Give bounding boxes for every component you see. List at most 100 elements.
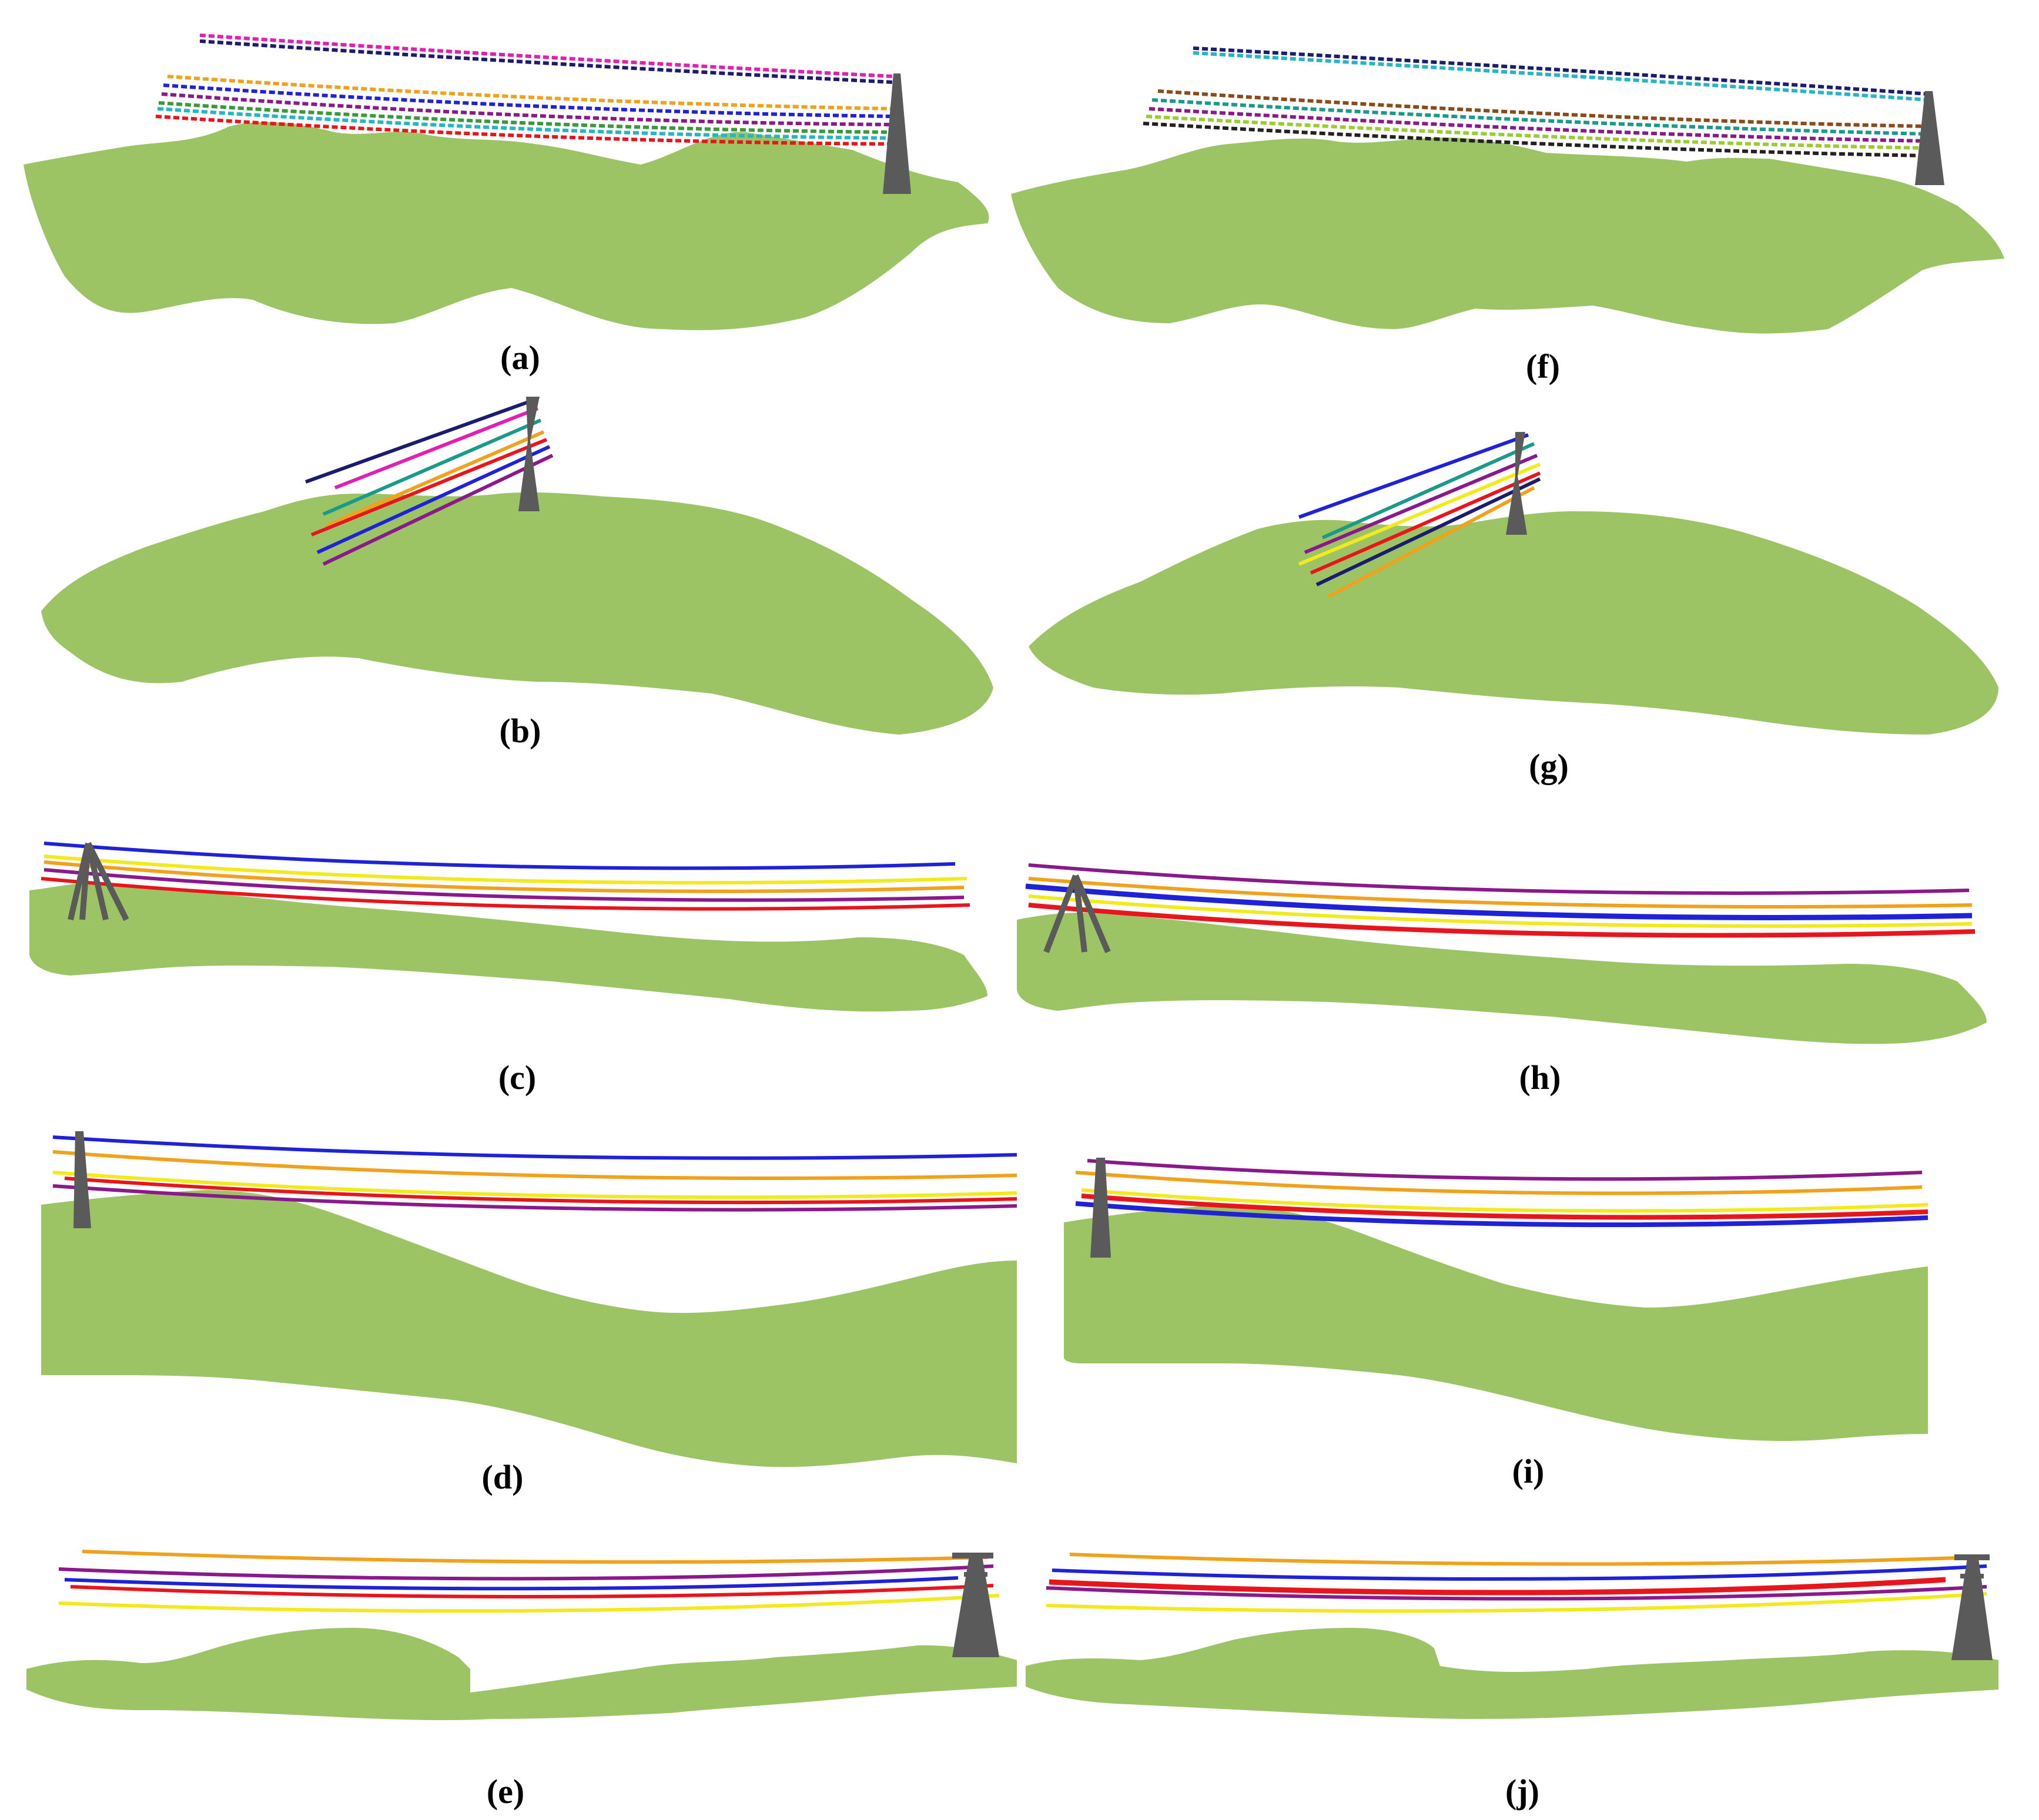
ground-point-cloud: [1029, 511, 1998, 735]
caption-c: (c): [498, 1058, 537, 1097]
ground-point-cloud: [26, 1628, 1017, 1721]
wire: [155, 115, 894, 146]
panel-h: (h): [1011, 846, 2022, 1122]
wire: [167, 75, 894, 110]
wire: [1069, 1553, 1976, 1566]
wire: [325, 430, 545, 528]
wire: [158, 101, 894, 134]
wire: [1028, 903, 1976, 938]
wire: [1075, 1201, 1928, 1228]
wire: [1157, 89, 1928, 128]
caption-g: (g): [1529, 747, 1569, 785]
wires: [1025, 863, 1976, 938]
transmission-tower-icon: [1506, 432, 1527, 535]
wire: [64, 1576, 959, 1591]
ground-point-cloud: [24, 122, 989, 330]
wire: [1315, 477, 1541, 586]
wires: [1143, 46, 1928, 157]
wire: [82, 1550, 988, 1564]
ground-point-cloud: [41, 1190, 1017, 1467]
wire: [52, 1135, 1017, 1160]
wire: [163, 83, 894, 118]
wire: [1151, 98, 1928, 136]
wire: [322, 454, 554, 566]
wire: [310, 438, 548, 537]
panel-i: (i): [1058, 1140, 1975, 1504]
panel-g: (g): [1023, 411, 2022, 799]
wire: [1146, 115, 1928, 150]
panel-f-scene: [1011, 46, 2004, 334]
wire: [1143, 122, 1928, 157]
wire: [1298, 433, 1529, 519]
panel-e: (e): [24, 1540, 1023, 1816]
transmission-tower-icon: [73, 1131, 91, 1228]
wire: [1081, 1188, 1928, 1213]
wire: [58, 1594, 1000, 1613]
wire: [1087, 1159, 1923, 1181]
panel-b-scene: [41, 397, 993, 735]
ground-point-cloud: [1026, 1628, 1998, 1719]
wires: [58, 1550, 1000, 1613]
panel-i-scene: [1064, 1158, 1928, 1441]
ground-point-cloud: [41, 492, 993, 735]
caption-d: (d): [481, 1458, 524, 1496]
wires: [52, 1135, 1017, 1212]
wire: [43, 860, 965, 893]
panel-c: (c): [24, 820, 1011, 1108]
wires: [41, 842, 970, 911]
transmission-tower-icon: [1915, 91, 1944, 185]
wire: [1046, 1592, 1987, 1613]
caption-b: (b): [499, 712, 541, 750]
wire: [1321, 442, 1535, 539]
caption-f: (f): [1526, 347, 1560, 386]
panel-j-scene: [1026, 1553, 1998, 1719]
wires: [1298, 433, 1541, 598]
wire: [1028, 877, 1973, 909]
wire: [1327, 486, 1535, 598]
wire: [304, 398, 536, 484]
caption-e: (e): [486, 1772, 525, 1811]
panel-d-scene: [41, 1131, 1017, 1467]
transmission-tower-icon: [1951, 1554, 1993, 1660]
wire: [1025, 883, 1973, 920]
wire: [1028, 894, 1973, 928]
panel-h-scene: [1017, 863, 1987, 1044]
wire: [1075, 1171, 1923, 1195]
wire: [43, 842, 956, 870]
panel-e-scene: [26, 1550, 1017, 1721]
wire: [334, 407, 539, 490]
panel-c-scene: [29, 842, 987, 1012]
transmission-tower-icon: [1090, 1158, 1111, 1258]
wire: [52, 1150, 1017, 1180]
transmission-tower-icon: [1043, 874, 1111, 953]
caption-j: (j): [1505, 1772, 1539, 1811]
wire: [199, 33, 894, 78]
wires: [304, 398, 554, 566]
transmission-tower-icon: [518, 397, 540, 511]
wire: [1052, 1564, 1987, 1581]
panel-g-scene: [1029, 432, 1998, 735]
ground-point-cloud: [29, 882, 987, 1012]
ground-point-cloud: [1064, 1205, 1928, 1441]
wire: [1049, 1577, 1946, 1596]
panel-d: (d): [29, 1122, 1029, 1510]
wire: [43, 854, 967, 885]
wire: [1028, 863, 1970, 895]
ground-point-cloud: [1011, 138, 2004, 334]
transmission-tower-icon: [883, 73, 911, 194]
wire: [52, 1171, 1017, 1199]
panel-b: (b): [29, 376, 1017, 764]
caption-i: (i): [1512, 1452, 1545, 1490]
wires: [1075, 1159, 1928, 1228]
caption-a: (a): [500, 338, 540, 377]
wire: [316, 445, 551, 554]
wire: [199, 39, 894, 84]
panel-a: (a): [18, 24, 1005, 375]
wire: [1298, 462, 1541, 566]
wire: [43, 868, 965, 902]
wire: [161, 92, 894, 126]
wire: [1193, 46, 1928, 96]
transmission-tower-icon: [68, 842, 129, 921]
ground-point-cloud: [1017, 913, 1987, 1044]
